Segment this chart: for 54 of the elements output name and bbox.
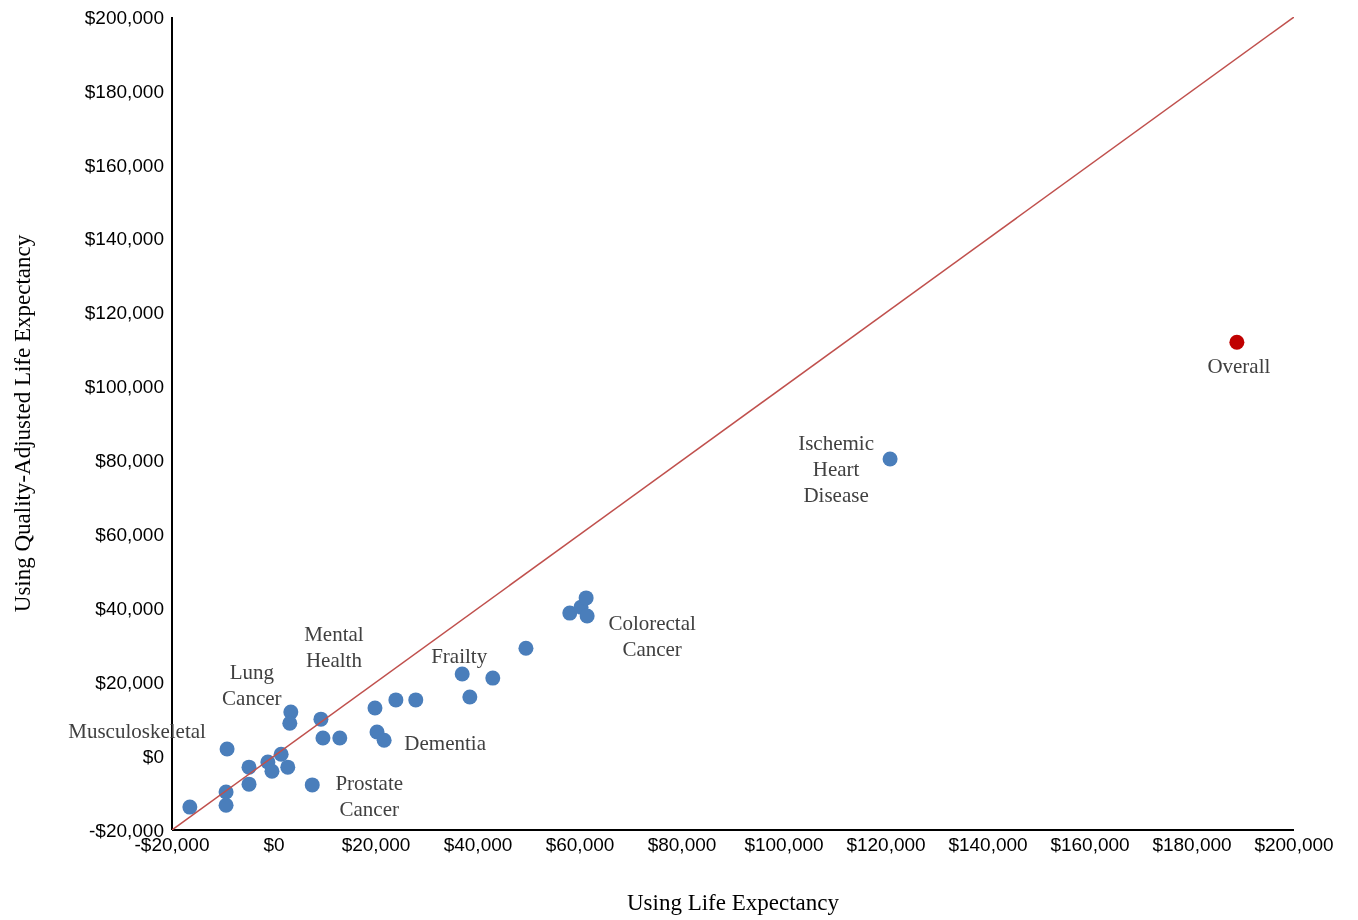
point <box>462 689 478 705</box>
point <box>282 715 298 731</box>
point <box>485 670 501 686</box>
x-axis-title: Using Life Expectancy <box>626 890 840 915</box>
annotation: Ischemic Heart Disease <box>798 430 874 507</box>
point <box>304 777 320 793</box>
x-tick-label: $100,000 <box>744 834 824 856</box>
y-tick-label: $40,000 <box>95 598 164 620</box>
point <box>388 692 404 708</box>
point <box>1229 334 1245 350</box>
y-tick-label: $200,000 <box>84 6 164 28</box>
x-tick-label: $120,000 <box>846 834 926 856</box>
point <box>219 741 235 757</box>
annotation: Overall <box>1207 354 1271 379</box>
y-tick-label: $120,000 <box>84 302 164 324</box>
annotation: Colorectal Cancer <box>608 611 697 662</box>
point <box>367 700 383 716</box>
x-tick-label: $140,000 <box>948 834 1028 856</box>
point <box>315 730 331 746</box>
point <box>408 692 424 708</box>
annotation: Lung Cancer <box>222 660 282 711</box>
y-tick-label: $100,000 <box>84 376 164 398</box>
annotation: Frailty <box>431 644 488 669</box>
point <box>578 590 594 606</box>
point <box>562 605 578 621</box>
point <box>376 732 392 748</box>
point <box>264 763 280 779</box>
x-tick-label: $20,000 <box>341 834 411 856</box>
y-tick-label: $180,000 <box>84 80 164 102</box>
point <box>280 759 296 775</box>
x-tick-label: $40,000 <box>443 834 513 856</box>
y-axis-title: Using Quality-Adjusted Life Expectancy <box>10 234 36 613</box>
x-tick-label: $60,000 <box>545 834 615 856</box>
y-tick-label: $160,000 <box>84 154 164 176</box>
annotation: Dementia <box>404 731 487 756</box>
point <box>218 797 234 813</box>
y-tick-label: $20,000 <box>95 671 164 693</box>
x-tick-label: $80,000 <box>647 834 717 856</box>
y-tick-label: $0 <box>142 745 164 767</box>
x-tick-label: $180,000 <box>1152 834 1232 856</box>
x-tick-label: $0 <box>263 834 285 856</box>
x-tick-label: $160,000 <box>1050 834 1130 856</box>
point <box>579 608 595 624</box>
point <box>241 776 257 792</box>
x-tick-label: $200,000 <box>1254 834 1334 856</box>
annotation: Mental Health <box>304 622 364 673</box>
point <box>882 451 898 467</box>
point <box>182 799 198 815</box>
point <box>518 640 534 656</box>
annotation: Prostate Cancer <box>335 770 404 821</box>
point <box>332 730 348 746</box>
y-tick-label: $140,000 <box>84 228 164 250</box>
y-tick-label: $80,000 <box>95 450 164 472</box>
y-tick-label: $60,000 <box>95 524 164 546</box>
